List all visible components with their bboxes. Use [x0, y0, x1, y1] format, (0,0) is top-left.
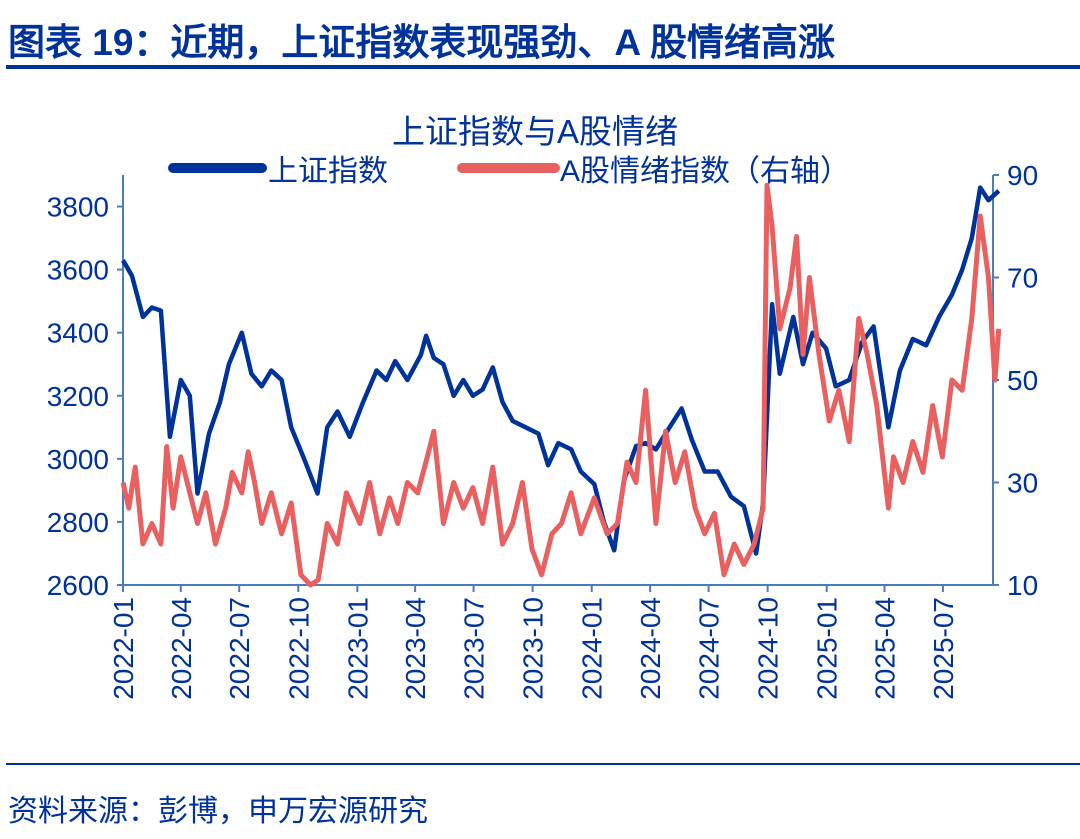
left-tick-label: 2600: [47, 570, 109, 601]
x-tick-label: 2023-04: [400, 597, 431, 700]
x-tick-label: 2025-04: [870, 597, 901, 700]
right-tick-label: 10: [1007, 570, 1038, 601]
title-divider: [6, 65, 1080, 69]
legend-label-sentiment: A股情绪指数（右轴）: [560, 155, 850, 188]
legend-label-sh-index: 上证指数: [268, 155, 388, 188]
x-tick-label: 2025-07: [928, 597, 959, 700]
right-tick-label: 50: [1007, 365, 1038, 396]
legend: 上证指数 A股情绪指数（右轴）: [168, 155, 850, 188]
x-tick-label: 2024-04: [635, 597, 666, 700]
x-tick-label: 2022-07: [224, 597, 255, 700]
left-tick-label: 3800: [47, 192, 109, 223]
x-tick-label: 2023-10: [518, 597, 549, 700]
footer-divider: [6, 763, 1080, 765]
left-tick-label: 3400: [47, 318, 109, 349]
x-tick-label: 2024-01: [577, 597, 608, 700]
x-tick-label: 2024-07: [694, 597, 725, 700]
x-tick-label: 2023-07: [459, 597, 490, 700]
right-tick-label: 70: [1007, 263, 1038, 294]
figure-title: 图表 19：近期，上证指数表现强劲、A 股情绪高涨: [8, 22, 836, 63]
left-tick-label: 3200: [47, 381, 109, 412]
chart-title: 上证指数与A股情绪: [392, 113, 678, 150]
x-tick-label: 2024-10: [753, 597, 784, 700]
x-tick-label: 2025-01: [812, 597, 843, 700]
right-tick-label: 90: [1007, 160, 1038, 191]
x-tick-label: 2022-10: [283, 597, 314, 700]
x-tick-label: 2022-01: [108, 597, 139, 700]
right-tick-label: 30: [1007, 468, 1038, 499]
x-tick-label: 2023-01: [342, 597, 373, 700]
source-note: 资料来源：彭博，申万宏源研究: [8, 795, 428, 828]
left-tick-label: 3000: [47, 444, 109, 475]
left-tick-label: 2800: [47, 507, 109, 538]
sentiment-line: [120, 182, 1002, 588]
sh-index-line: [121, 185, 1001, 556]
left-tick-label: 3600: [47, 255, 109, 286]
x-tick-label: 2022-04: [166, 597, 197, 700]
